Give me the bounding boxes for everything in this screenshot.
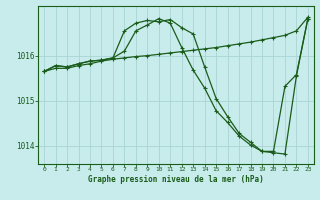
X-axis label: Graphe pression niveau de la mer (hPa): Graphe pression niveau de la mer (hPa) [88,175,264,184]
